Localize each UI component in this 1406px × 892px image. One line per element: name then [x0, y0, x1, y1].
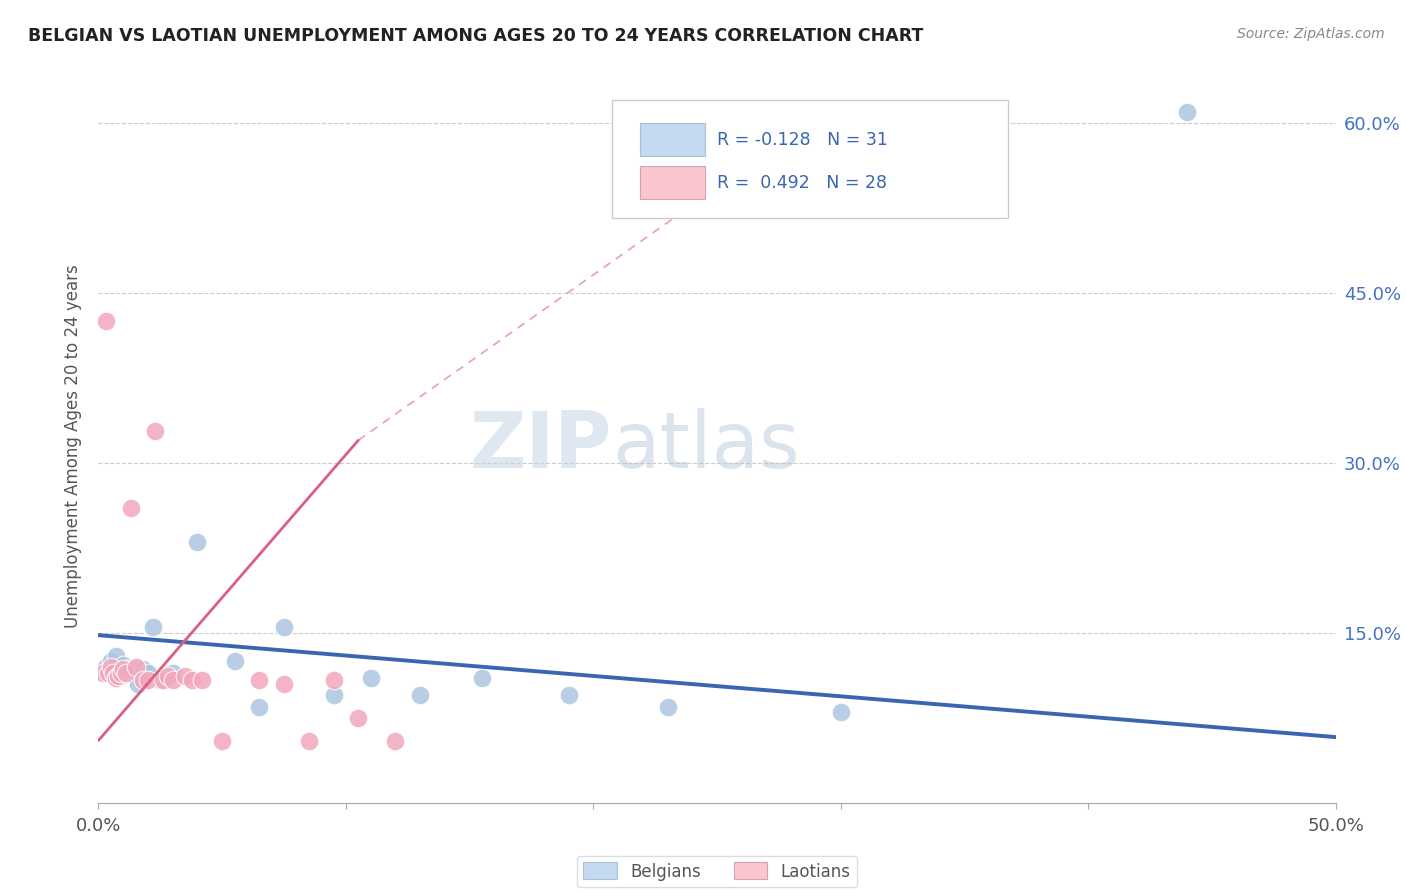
Point [273, 677, 295, 691]
FancyBboxPatch shape [612, 100, 1008, 218]
Point [830, 705, 852, 719]
Legend: Belgians, Laotians: Belgians, Laotians [576, 855, 858, 888]
Text: BELGIAN VS LAOTIAN UNEMPLOYMENT AMONG AGES 20 TO 24 YEARS CORRELATION CHART: BELGIAN VS LAOTIAN UNEMPLOYMENT AMONG AG… [28, 27, 924, 45]
Point [186, 535, 208, 549]
Point [112, 662, 135, 676]
Point [112, 657, 135, 672]
Point [104, 648, 127, 663]
Point [120, 665, 142, 680]
Point [104, 671, 127, 685]
Point [117, 662, 139, 676]
Point [322, 688, 344, 702]
Text: R =  0.492   N = 28: R = 0.492 N = 28 [717, 174, 887, 192]
Point [247, 699, 270, 714]
Point [224, 654, 246, 668]
Point [100, 660, 122, 674]
Point [103, 662, 125, 676]
Point [132, 673, 155, 688]
Point [107, 671, 129, 685]
FancyBboxPatch shape [640, 166, 704, 199]
Point [94, 660, 117, 674]
Point [142, 620, 165, 634]
Point [347, 711, 370, 725]
Point [124, 662, 146, 676]
Point [384, 733, 406, 747]
Text: atlas: atlas [612, 408, 800, 484]
Point [1175, 104, 1198, 119]
FancyBboxPatch shape [640, 123, 704, 156]
Point [657, 699, 679, 714]
Point [273, 620, 295, 634]
Text: Source: ZipAtlas.com: Source: ZipAtlas.com [1237, 27, 1385, 41]
Point [114, 665, 136, 680]
Point [298, 733, 321, 747]
Point [557, 688, 579, 702]
Point [132, 662, 155, 676]
Point [136, 665, 159, 680]
Text: R = -0.128   N = 31: R = -0.128 N = 31 [717, 131, 889, 149]
Point [162, 665, 184, 680]
Point [322, 673, 344, 688]
Point [93, 665, 115, 680]
Point [94, 314, 117, 328]
Point [149, 673, 172, 688]
Point [110, 665, 132, 680]
Point [114, 665, 136, 680]
Point [409, 688, 432, 702]
Point [174, 669, 197, 683]
Point [107, 669, 129, 683]
Point [156, 669, 179, 683]
Point [471, 671, 494, 685]
Point [152, 673, 174, 688]
Point [124, 660, 146, 674]
Point [103, 665, 125, 680]
Point [120, 501, 142, 516]
Point [93, 665, 115, 680]
Point [247, 673, 270, 688]
Point [143, 424, 166, 438]
Point [100, 654, 122, 668]
Y-axis label: Unemployment Among Ages 20 to 24 years: Unemployment Among Ages 20 to 24 years [65, 264, 83, 628]
Point [360, 671, 382, 685]
Text: ZIP: ZIP [470, 408, 612, 484]
Point [110, 669, 132, 683]
Point [191, 673, 214, 688]
Point [211, 733, 233, 747]
Point [127, 677, 149, 691]
Point [136, 673, 159, 688]
Point [162, 673, 184, 688]
Point [97, 665, 120, 680]
Point [181, 673, 204, 688]
Point [97, 665, 120, 680]
